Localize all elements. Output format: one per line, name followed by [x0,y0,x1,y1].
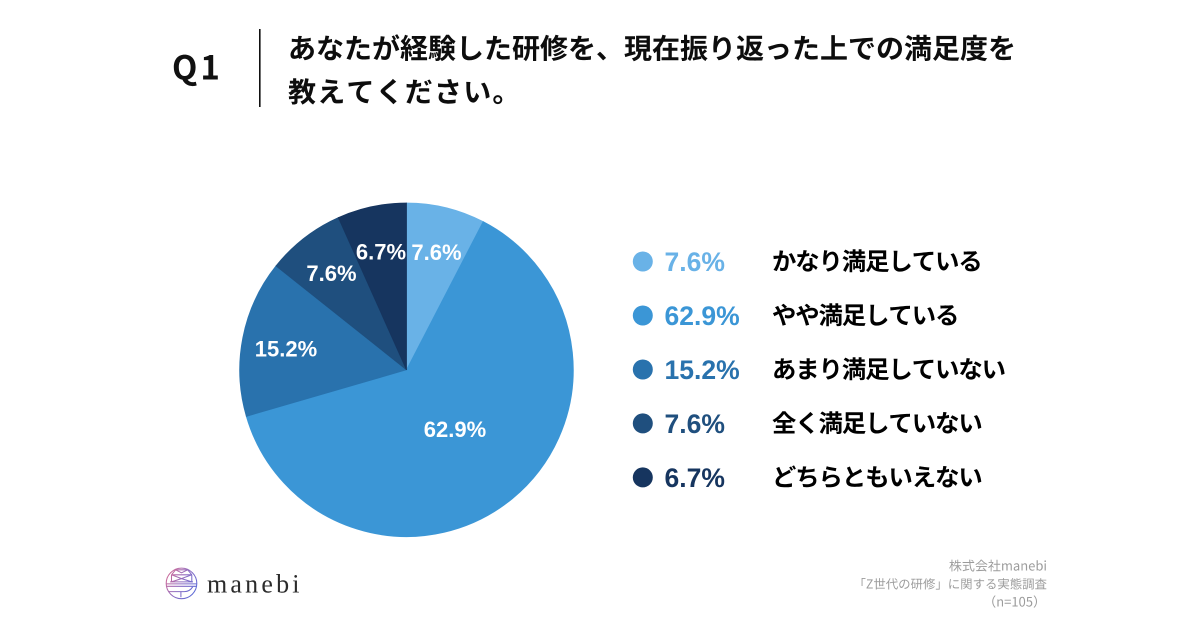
svg-text:15.2%: 15.2% [665,355,740,385]
svg-text:manebi: manebi [207,570,303,599]
svg-text:7.6%: 7.6% [306,261,356,286]
svg-text:62.9%: 62.9% [424,417,486,442]
svg-text:7.6%: 7.6% [411,240,461,265]
svg-text:7.6%: 7.6% [665,247,725,277]
svg-text:6.7%: 6.7% [665,463,725,493]
svg-text:6.7%: 6.7% [356,239,406,264]
svg-text:15.2%: 15.2% [255,336,317,361]
svg-text:7.6%: 7.6% [665,409,725,439]
svg-text:62.9%: 62.9% [665,301,740,331]
